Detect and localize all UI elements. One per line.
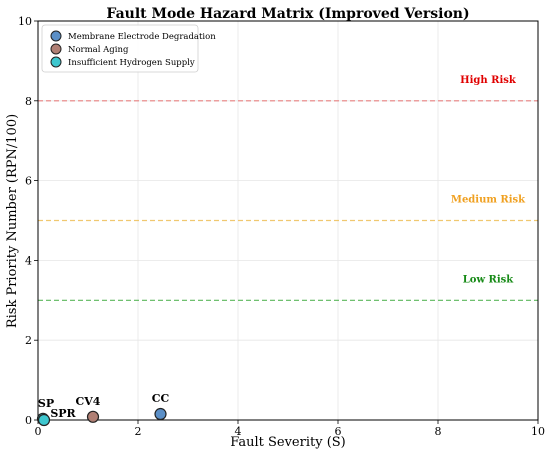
threshold-lines: High Risk Medium Risk Low Risk — [38, 75, 538, 301]
legend-box — [41, 24, 199, 73]
plot-area-frame — [37, 20, 539, 421]
x-tick-label: 10 — [531, 425, 545, 438]
threshold-label: Medium Risk — [451, 195, 526, 206]
x-tick-label: 4 — [235, 425, 242, 438]
x-tick-label: 0 — [35, 425, 42, 438]
axis-ticks: 0 2 4 6 8 10 0 2 4 6 8 10 — [18, 15, 545, 438]
y-tick-label: 8 — [25, 95, 32, 108]
legend-marker — [50, 56, 62, 68]
point-label: SP — [38, 397, 54, 410]
point-label: CC — [152, 392, 170, 405]
threshold-label: Low Risk — [463, 274, 515, 285]
point-label: SPR — [50, 407, 76, 420]
legend-label: Normal Aging — [68, 45, 129, 55]
x-tick-label: 8 — [435, 425, 442, 438]
data-point — [86, 410, 100, 423]
legend-marker — [50, 30, 62, 42]
x-tick-label: 6 — [335, 425, 342, 438]
y-tick-label: 4 — [25, 254, 32, 267]
legend-label: Insufficient Hydrogen Supply — [68, 58, 195, 68]
y-axis-label: Risk Priority Number (RPN/100) — [5, 114, 20, 328]
y-tick-label: 2 — [25, 334, 32, 347]
y-tick-label: 10 — [18, 15, 32, 28]
threshold-label: High Risk — [460, 75, 517, 86]
legend-label: Membrane Electrode Degradation — [68, 32, 216, 42]
legend-marker — [50, 43, 62, 55]
y-tick-label: 6 — [25, 175, 32, 188]
x-tick-label: 2 — [135, 425, 142, 438]
point-label: CV4 — [76, 395, 101, 408]
chart-title: Fault Mode Hazard Matrix (Improved Versi… — [106, 6, 469, 22]
y-tick-label: 0 — [25, 414, 32, 427]
data-point — [154, 407, 167, 421]
data-point — [37, 413, 51, 427]
x-axis-label: Fault Severity (S) — [230, 435, 346, 450]
legend: Membrane Electrode Degradation Normal Agi… — [41, 24, 216, 73]
